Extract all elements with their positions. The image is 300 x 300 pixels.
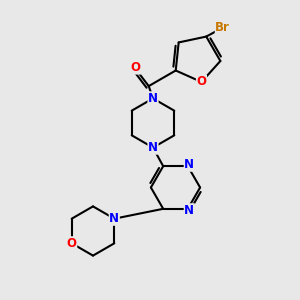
Text: Br: Br: [215, 21, 230, 34]
Text: N: N: [109, 212, 119, 225]
Text: N: N: [184, 204, 194, 217]
Text: O: O: [196, 76, 206, 88]
Text: O: O: [67, 237, 77, 250]
Text: N: N: [184, 158, 194, 171]
Text: N: N: [148, 92, 158, 105]
Text: O: O: [131, 61, 141, 74]
Text: N: N: [148, 141, 158, 154]
